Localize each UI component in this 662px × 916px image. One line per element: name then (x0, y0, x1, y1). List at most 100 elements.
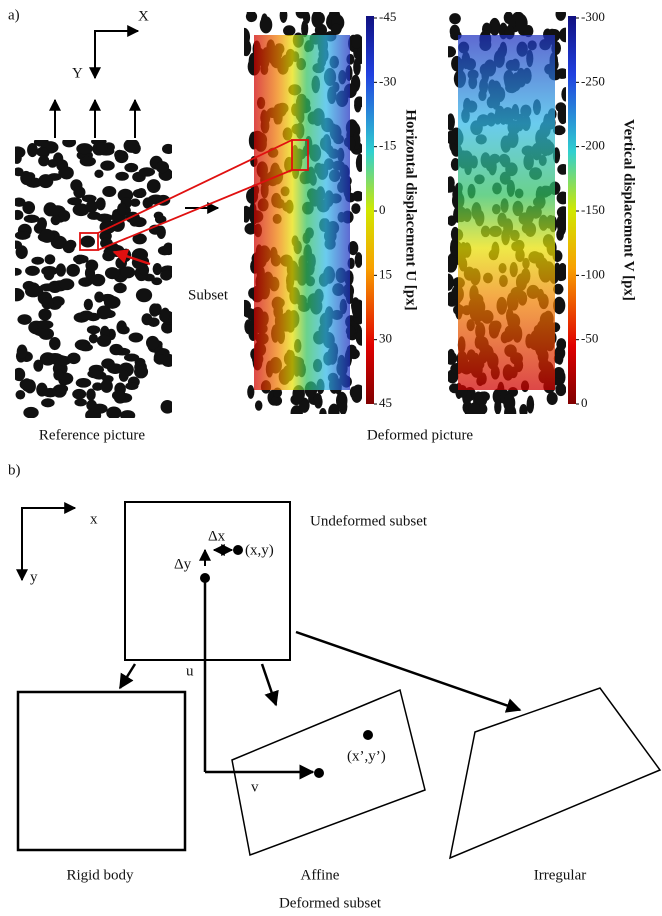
colorbar-tick-label: 15 (379, 266, 392, 281)
panel-label: b) (8, 462, 21, 478)
speckle (80, 156, 96, 166)
point-label: (x,y) (245, 542, 274, 558)
speckle (79, 344, 93, 352)
speckle (25, 286, 41, 298)
speckle (41, 297, 53, 309)
speckle (89, 334, 98, 344)
speckle (120, 410, 135, 421)
colorbar-tick-label: -100 (581, 266, 605, 281)
speckle (73, 186, 85, 198)
speckle (353, 58, 361, 75)
speckle (136, 288, 152, 302)
rigid-caption: Rigid body (66, 867, 134, 883)
reference-image (8, 137, 178, 422)
colorbar-v (568, 16, 576, 404)
speckle (56, 263, 66, 276)
speckle (255, 400, 263, 410)
axis-x-label: x (90, 511, 98, 527)
speckle (527, 396, 535, 414)
speckle (354, 96, 365, 107)
speckle (355, 252, 363, 268)
speckle (283, 25, 295, 36)
speckle (67, 353, 80, 364)
speckle (156, 161, 169, 173)
speckle (23, 407, 38, 419)
speckle (157, 226, 166, 239)
irregular-caption: Irregular (534, 867, 586, 883)
speckle (448, 349, 455, 360)
speckle (443, 46, 456, 57)
speckle (107, 363, 123, 374)
speckle (556, 68, 569, 79)
speckle (112, 390, 126, 400)
speckle (356, 154, 365, 172)
colorbar-tick-label: -15 (379, 138, 396, 153)
speckle (319, 408, 326, 420)
speckle (63, 243, 75, 253)
speckle (49, 337, 60, 350)
speckle (74, 399, 86, 407)
speckle (55, 384, 68, 393)
speckle (38, 155, 49, 166)
speckle (94, 291, 104, 302)
speckle (449, 13, 461, 24)
speckle (45, 254, 56, 264)
colorbar-v-title: Vertical displacement V [px] (621, 119, 637, 301)
deformed-caption: Deformed picture (367, 427, 474, 443)
speckle (443, 274, 454, 291)
speckle (106, 406, 121, 419)
colorbar-tick-label: 30 (379, 331, 392, 346)
speckle (351, 388, 362, 403)
speckle (246, 11, 257, 22)
colorbar-tick-label: -250 (581, 73, 605, 88)
speckle (154, 355, 170, 365)
speckle (86, 200, 98, 213)
speckle (239, 28, 250, 46)
speckle (105, 267, 120, 279)
speckle (137, 188, 147, 197)
speckle (34, 328, 50, 336)
speckle (10, 241, 22, 249)
speckle (96, 213, 112, 222)
speckle (446, 131, 457, 144)
colorbar-tick-label: -30 (379, 73, 396, 88)
speckle (558, 106, 568, 124)
speckle (161, 400, 175, 414)
speckle (124, 354, 139, 362)
speckle (66, 264, 80, 277)
speckle (124, 163, 138, 172)
speckle (59, 278, 75, 290)
speckle (84, 299, 93, 311)
v-label: v (251, 779, 259, 795)
speckle (38, 308, 51, 320)
speckle (117, 203, 127, 216)
speckle (149, 303, 160, 316)
speckle (48, 353, 63, 361)
u-label: u (186, 663, 194, 679)
speckle (36, 147, 49, 157)
colorbar-tick-label: 45 (379, 395, 392, 410)
speckle (557, 164, 569, 175)
speckle (147, 179, 161, 193)
speckle (554, 353, 563, 364)
speckle (13, 368, 25, 381)
colorbar-u (366, 16, 374, 404)
speckle (120, 266, 135, 278)
speckle (9, 268, 22, 276)
speckle (91, 274, 106, 286)
speckle (15, 231, 31, 240)
speckle (124, 139, 140, 153)
speckle (53, 369, 63, 380)
speckle (160, 270, 172, 281)
speckle (556, 7, 567, 20)
speckle (351, 203, 360, 214)
points (200, 545, 373, 778)
speckle (139, 167, 155, 176)
speckle (87, 370, 102, 379)
speckle (134, 365, 148, 378)
speckle (242, 206, 251, 223)
speckle (114, 283, 127, 293)
speckle (76, 378, 91, 388)
speckle (141, 313, 152, 325)
undeformed-title: Undeformed subset (310, 513, 428, 529)
